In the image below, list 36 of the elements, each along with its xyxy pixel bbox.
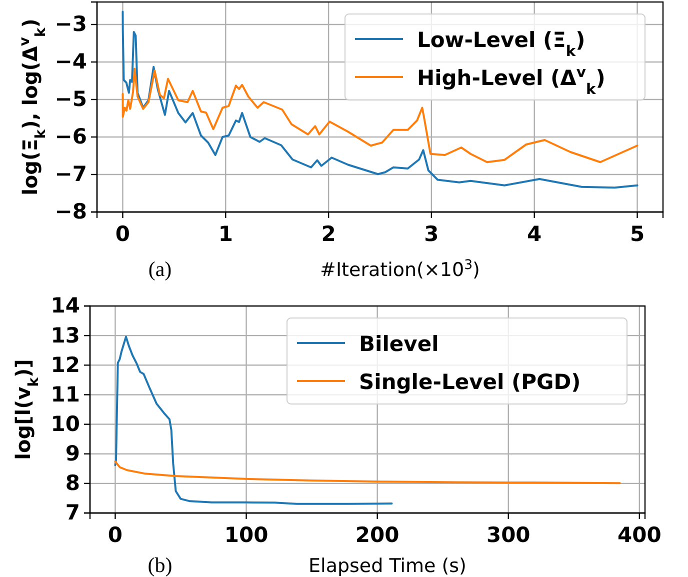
legend-label: High-Level (Δ$^{v}$$_{k}$) [417, 64, 606, 98]
legend-label: Bilevel [359, 332, 439, 356]
legend-label: Single-Level (PGD) [359, 370, 581, 394]
x-tick-label: 1 [218, 222, 233, 246]
x-tick-label: 2 [321, 222, 336, 246]
line-series [114, 460, 621, 484]
x-tick-label: 100 [224, 522, 268, 547]
x-tick-label: 4 [527, 222, 542, 246]
x-tick-label: 5 [630, 222, 645, 246]
y-tick-label: −7 [54, 162, 87, 186]
x-axis-title: #Iteration(×10$^{3}$) [320, 258, 480, 281]
y-tick-label: 12 [50, 352, 80, 377]
y-tick-label: −5 [54, 87, 87, 112]
text: (b) [148, 553, 172, 577]
text: (a) [148, 257, 172, 281]
x-tick-label: 200 [355, 522, 400, 547]
legend-label: Low-Level (Ξ$_{k}$) [417, 28, 586, 60]
y-tick-label: 9 [65, 442, 80, 466]
y-tick-label: 7 [65, 500, 80, 525]
y-tick-label: 10 [50, 412, 80, 436]
x-tick-label: 0 [108, 522, 123, 547]
y-tick-label: −4 [54, 50, 87, 74]
y-tick-label: 11 [50, 382, 80, 406]
y-tick-label: −6 [54, 124, 87, 149]
y-tick-label: 8 [65, 471, 80, 496]
y-tick-label: 14 [50, 294, 80, 318]
y-tick-label: 13 [50, 323, 80, 348]
x-axis-title: Elapsed Time (s) [308, 555, 466, 577]
line-series [122, 10, 638, 189]
y-tick-label: −3 [54, 12, 87, 36]
line-series [122, 68, 638, 164]
y-tick-label: −8 [54, 200, 87, 224]
x-tick-label: 0 [115, 222, 130, 246]
x-tick-label: 400 [618, 522, 662, 547]
x-tick-label: 300 [486, 522, 530, 547]
x-tick-label: 3 [424, 222, 439, 246]
